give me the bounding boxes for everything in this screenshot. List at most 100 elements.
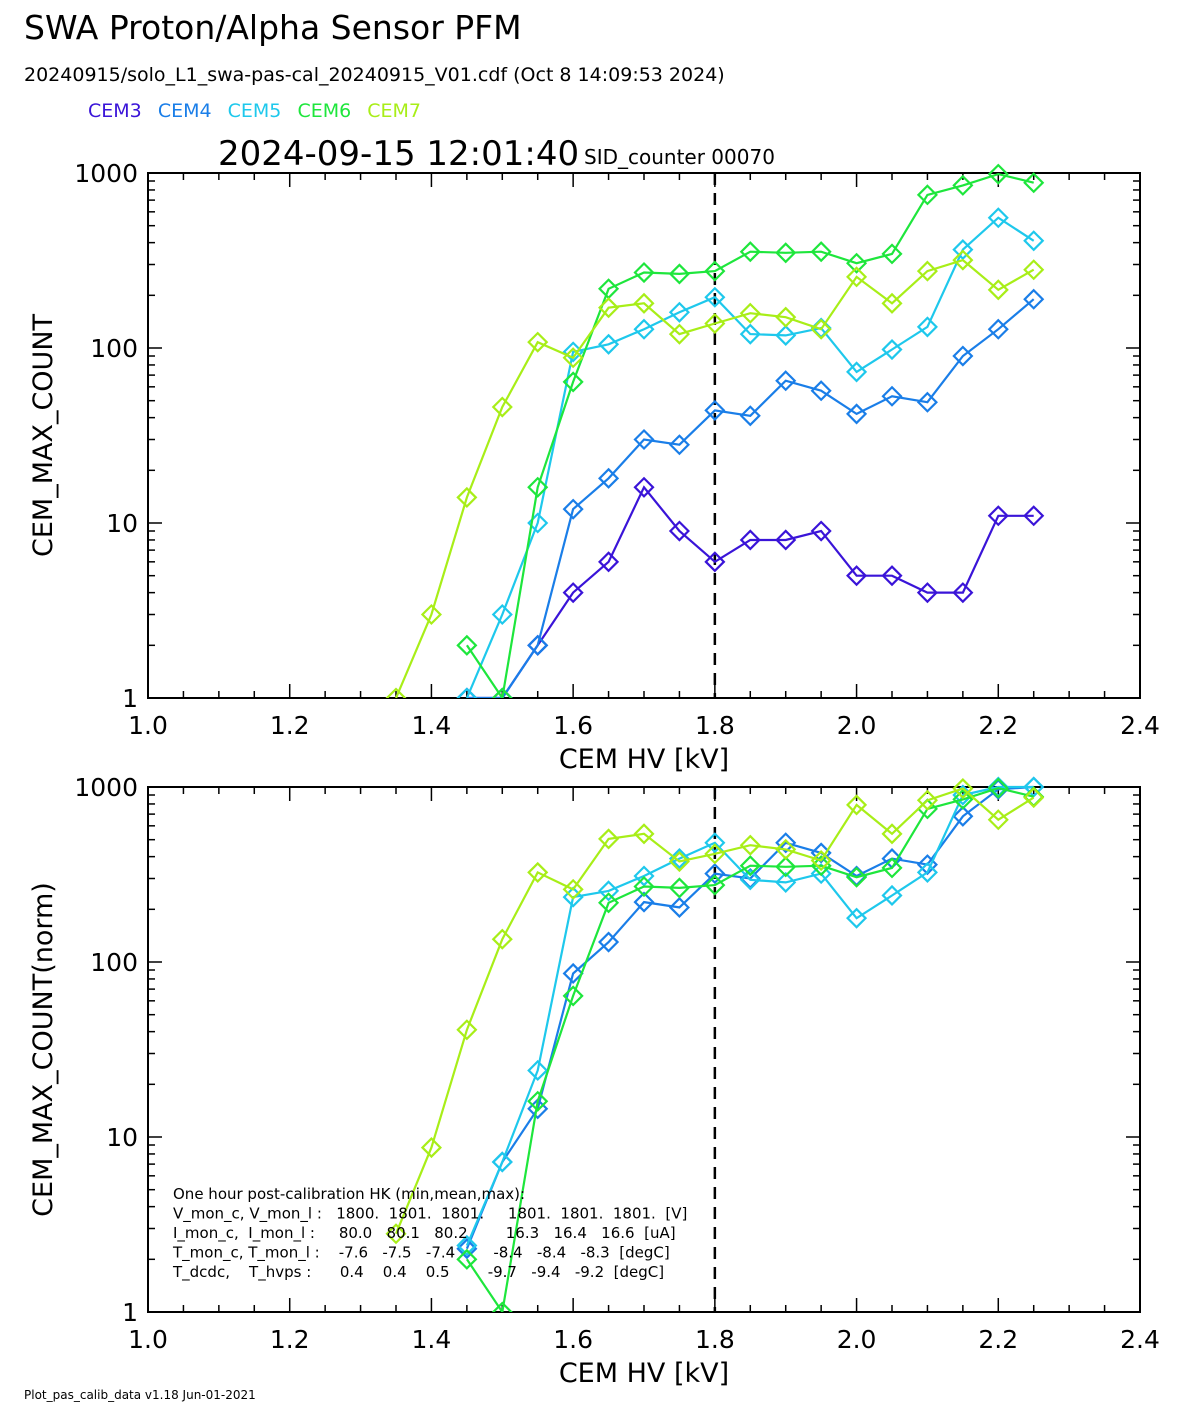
data-point-cem5 [562,886,584,908]
data-point-cem7 [704,843,726,865]
data-point-cem7 [385,1223,407,1245]
series-line-cem7 [394,787,1035,1235]
data-point-cem5 [704,286,726,308]
data-point-cem7 [916,789,938,811]
data-point-cem4 [881,385,903,407]
data-point-cem4 [598,931,620,953]
y-axis-label: CEM_MAX_COUNT(norm) [28,882,59,1217]
data-point-cem3 [916,582,938,604]
data-point-cem3 [598,551,620,573]
data-point-cem7 [420,1137,442,1159]
x-tick-label: 1.6 [553,1325,593,1354]
chart-title: SWA Proton/Alpha Sensor PFM [24,8,522,47]
data-point-cem5 [491,1151,513,1173]
data-point-cem6 [916,184,938,206]
data-point-cem7 [739,302,761,324]
chart-panel-1: 1.0 1.2 1.4 1.6 1.8 2.0 2.2 2.4 1 10 100 1000 CEM HV… [28,159,1160,775]
data-point-cem7 [456,1019,478,1041]
data-point-cem7 [775,838,797,860]
data-point-cem4 [952,805,974,827]
y-tick-label: 1000 [74,159,138,188]
series-line-cem6 [465,786,1034,1312]
data-point-cem5 [739,869,761,891]
data-point-cem5 [775,324,797,346]
data-point-cem7 [1023,259,1045,281]
data-point-cem4 [846,403,868,425]
data-point-cem7 [987,809,1009,831]
data-point-cem7 [775,306,797,328]
data-point-cem4 [775,370,797,392]
data-point-cem3 [810,520,832,542]
data-point-cem6 [881,857,903,879]
data-point-cem7 [881,292,903,314]
data-point-cem7 [598,297,620,319]
data-point-cem4 [668,896,690,918]
x-tick-label: 1.2 [270,1325,310,1354]
data-point-cem3 [704,551,726,573]
data-point-cem6 [987,163,1009,185]
data-point-cem7 [704,312,726,335]
data-point-cem5 [633,865,655,887]
data-point-cem4 [704,863,726,885]
x-tick-label: 1.8 [695,1325,735,1354]
data-point-cem7 [916,260,938,282]
data-point-cem3 [775,529,797,551]
legend: CEM3 CEM4 CEM5 CEM6 CEM7 [88,100,431,122]
y-tick-label: 1000 [74,773,138,802]
data-point-cem6 [739,241,761,263]
x-tick-label: 1.0 [128,1325,168,1354]
data-point-cem5 [704,832,726,854]
data-point-cem7 [420,603,442,626]
hk-line-5: T_dcdc, T_hvps : 0.4 0.4 0.5 -9.7 -9.4 -… [172,1263,664,1282]
data-point-cem6 [775,242,797,264]
series-group [385,163,1045,698]
x-tick-label: 1.4 [412,1325,452,1354]
x-tick-label: 2.2 [978,1325,1018,1354]
data-point-cem6 [952,174,974,196]
data-point-cem7 [846,266,868,288]
data-point-cem6 [1023,172,1045,194]
data-point-cem5 [881,338,903,361]
x-tick-label: 1.6 [553,711,593,740]
hk-line-3: I_mon_c, I_mon_l : 80.0 80.1 80.2 16.3 1… [173,1224,676,1243]
data-point-cem5 [491,603,513,626]
data-point-cem4 [598,467,620,489]
x-tick-label: 2.0 [837,711,877,740]
data-point-cem5 [916,861,938,883]
series-line-cem4 [466,298,1035,698]
data-point-cem7 [562,347,584,369]
data-point-cem6 [633,261,655,284]
data-point-cem4 [987,318,1009,340]
data-point-cem7 [527,331,549,353]
data-point-cem6 [491,1301,513,1312]
data-point-cem3 [1023,505,1045,527]
legend-cem7: CEM7 [367,100,422,122]
data-point-cem5 [881,884,903,907]
data-point-cem7 [810,318,832,340]
data-point-cem5 [456,687,478,698]
data-point-cem4 [739,405,761,427]
x-tick-label: 1.4 [412,711,452,740]
y-tick-label: 10 [106,1123,138,1152]
data-point-cem6 [456,1248,478,1270]
series-group [385,776,1045,1312]
data-point-cem7 [668,850,690,873]
y-tick-label: 100 [90,334,138,363]
data-point-cem4 [633,428,655,451]
data-point-cem5 [987,207,1009,229]
data-point-cem5 [739,323,761,345]
data-point-cem7 [527,861,549,883]
data-point-cem6 [527,1090,549,1112]
data-point-cem7 [739,834,761,856]
data-point-cem5 [846,361,868,383]
x-tick-label: 2.4 [1120,1325,1160,1354]
data-point-cem6 [456,634,478,656]
data-point-cem4 [1023,288,1045,310]
series-line-cem5 [465,216,1035,698]
data-point-cem3 [987,505,1009,527]
data-point-cem7 [491,396,513,418]
footer-version: Plot_pas_calib_data v1.18 Jun-01-2021 [24,1388,256,1402]
data-point-cem6 [704,260,726,282]
series-line-cem5 [465,785,1034,1246]
